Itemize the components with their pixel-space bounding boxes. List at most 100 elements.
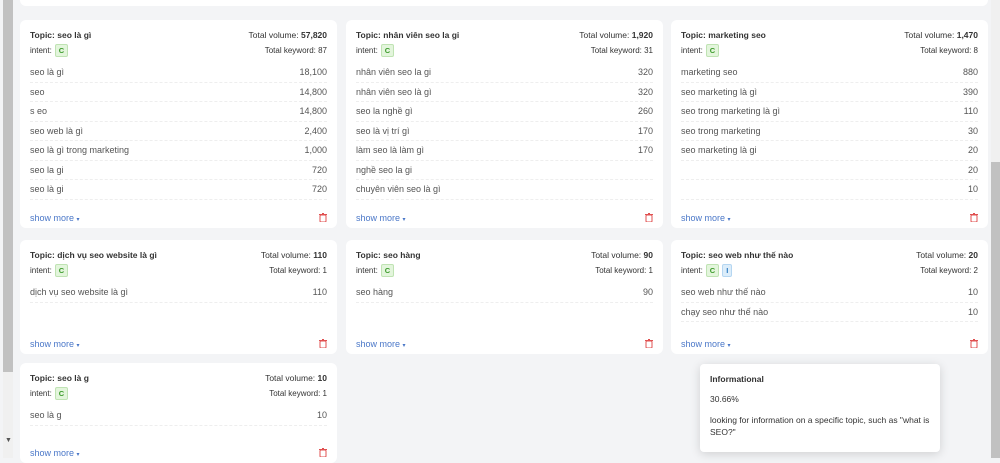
keyword-volume: 10 [967, 306, 978, 317]
keyword-row: seo là gi 720 [30, 180, 327, 200]
keyword: seo marketing là gì [681, 86, 758, 97]
keyword: seo trong marketing [681, 125, 761, 136]
keyword-volume: 20 [967, 145, 978, 156]
keyword-row: nhân viên seo la gi 320 [356, 63, 653, 83]
keyword: seo web là gì [30, 125, 84, 136]
keyword-volume: 90 [642, 287, 653, 298]
keyword: dịch vụ seo website là gì [30, 287, 129, 298]
intent-badge[interactable]: C [54, 264, 69, 277]
intent-badge[interactable]: C [705, 264, 720, 277]
topic-title: Topic: seo hàng [356, 250, 421, 260]
intent-label: intent: C [30, 264, 69, 277]
show-more-button[interactable]: show more ▾ [30, 213, 80, 223]
show-more-button[interactable]: show more ▾ [356, 339, 406, 349]
chevron-down-icon: ▾ [727, 217, 731, 223]
keyword-volume: 2,400 [304, 125, 327, 136]
topic-title: Topic: seo là g [30, 373, 89, 383]
keyword-row: chạy seo như thế nào 10 [681, 303, 978, 322]
show-more-button[interactable]: show more ▾ [30, 339, 80, 349]
keyword-row: seo web là gì 2,400 [30, 122, 327, 141]
keyword-row: dịch vụ seo website là gì 110 [30, 283, 327, 303]
keyword-row: nghề seo la gi [356, 161, 653, 180]
topic-card: Topic: dịch vụ seo website là gì Total vo… [20, 240, 337, 354]
trash-icon[interactable] [645, 339, 653, 350]
keyword-row: seo là g 10 [30, 406, 327, 426]
keyword: seo là gì [30, 67, 65, 78]
keyword-list: seo hàng 90 [356, 283, 653, 303]
trash-icon[interactable] [319, 448, 327, 459]
keyword-row: seo web như thế nào 10 [681, 283, 978, 303]
chevron-down-icon: ▾ [402, 343, 406, 349]
keyword-row: chuyên viên seo là gì [356, 180, 653, 200]
trash-icon[interactable] [970, 339, 978, 350]
keyword-volume: 170 [637, 125, 653, 136]
left-scrollbar-thumb[interactable] [3, 0, 13, 372]
show-more-button[interactable]: show more ▾ [681, 339, 731, 349]
topic-card: Topic: seo là gì Total volume: 57,820 int… [20, 20, 337, 228]
chevron-down-icon: ▾ [76, 452, 80, 458]
keyword-row: seo trong marketing 30 [681, 122, 978, 141]
trash-icon[interactable] [970, 213, 978, 224]
show-more-button[interactable]: show more ▾ [30, 448, 80, 458]
total-volume: Total volume: 10 [265, 373, 327, 383]
trash-icon[interactable] [319, 339, 327, 350]
top-panel [20, 0, 988, 6]
keyword-row: làm seo là làm gì 170 [356, 141, 653, 161]
total-keyword: Total keyword: 1 [269, 266, 327, 275]
right-scrollbar-thumb[interactable] [991, 162, 1000, 458]
keyword-row: seo trong marketing là gì 110 [681, 102, 978, 122]
total-volume: Total volume: 57,820 [248, 30, 327, 40]
keyword-volume: 880 [962, 67, 978, 78]
show-more-button[interactable]: show more ▾ [356, 213, 406, 223]
topic-title: Topic: seo web như thế nào [681, 250, 794, 260]
intent-label: intent: C [356, 44, 395, 57]
trash-icon[interactable] [645, 213, 653, 224]
keyword-volume: 18,100 [299, 67, 327, 78]
topic-card: Topic: seo web như thế nào Total volume: … [671, 240, 988, 354]
topic-title: Topic: dịch vụ seo website là gì [30, 250, 157, 260]
keyword: chuyên viên seo là gì [356, 184, 441, 195]
keyword-volume: 10 [967, 184, 978, 195]
topic-card: Topic: marketing seo Total volume: 1,470 … [671, 20, 988, 228]
keyword-volume: 720 [311, 164, 327, 175]
keyword-volume: 320 [637, 86, 653, 97]
keyword-list: seo là g 10 [30, 406, 327, 426]
tooltip-description: looking for information on a specific to… [710, 415, 930, 437]
keyword-list: seo là gì 18,100 seo 14,800 s eo 14,800 seo we… [30, 63, 327, 200]
keyword-row: nhân viên seo là gì 320 [356, 83, 653, 102]
keyword-row: seo là gì trong marketing 1,000 [30, 141, 327, 161]
keyword: seo là vị trí gì [356, 125, 410, 136]
topic-card: Topic: seo hàng Total volume: 90 intent: C… [346, 240, 663, 354]
tooltip-percent: 30.66% [710, 394, 739, 404]
show-more-button[interactable]: show more ▾ [681, 213, 731, 223]
keyword-volume: 14,800 [299, 106, 327, 117]
keyword-volume: 10 [316, 410, 327, 421]
keyword-volume: 14,800 [299, 86, 327, 97]
intent-badge[interactable]: C [54, 387, 69, 400]
intent-badge[interactable]: C [380, 44, 395, 57]
keyword: chạy seo như thế nào [681, 306, 769, 317]
keyword-volume: 390 [962, 86, 978, 97]
intent-badge[interactable]: C [54, 44, 69, 57]
topic-title: Topic: nhân viên seo la gi [356, 30, 460, 40]
keyword: seo là gi [30, 184, 64, 195]
keyword: s eo [30, 106, 48, 117]
keyword: nghề seo la gi [356, 164, 413, 175]
keyword-volume: 320 [637, 67, 653, 78]
chevron-down-icon: ▾ [76, 217, 80, 223]
trash-icon[interactable] [319, 213, 327, 224]
total-keyword: Total keyword: 31 [590, 46, 653, 55]
total-keyword: Total keyword: 8 [920, 46, 978, 55]
keyword-row: 20 [681, 161, 978, 180]
keyword-row: seo là gì 18,100 [30, 63, 327, 83]
total-keyword: Total keyword: 2 [920, 266, 978, 275]
scroll-down-arrow-icon[interactable]: ▼ [5, 437, 12, 444]
chevron-down-icon: ▾ [402, 217, 406, 223]
intent-badge[interactable]: I [722, 264, 733, 277]
intent-badge[interactable]: C [705, 44, 720, 57]
total-volume: Total volume: 110 [260, 250, 327, 260]
keyword-list: nhân viên seo la gi 320 nhân viên seo là g… [356, 63, 653, 200]
keyword: seo marketing là gi [681, 145, 757, 156]
keyword: nhân viên seo là gì [356, 86, 432, 97]
intent-badge[interactable]: C [380, 264, 395, 277]
